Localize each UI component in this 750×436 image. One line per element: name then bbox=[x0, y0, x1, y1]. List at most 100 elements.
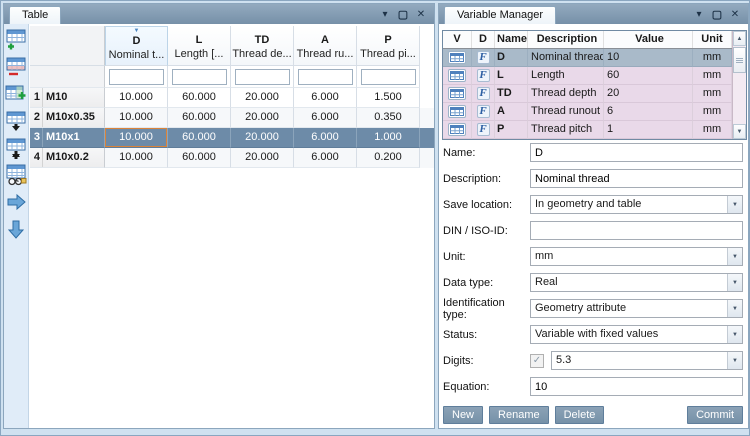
scroll-up-icon[interactable]: ▲ bbox=[733, 31, 746, 46]
cell-td[interactable]: 20.000 bbox=[231, 88, 294, 108]
variable-manager-tab[interactable]: Variable Manager bbox=[444, 6, 557, 24]
chevron-down-icon[interactable]: ▼ bbox=[727, 352, 742, 369]
table-move-row-down-icon[interactable] bbox=[5, 136, 28, 159]
table-move-row-up-icon[interactable] bbox=[5, 109, 28, 132]
variable-row-selected[interactable]: F D Nominal thread 10 mm bbox=[443, 49, 746, 67]
scrollbar[interactable]: ▲ ▼ bbox=[732, 31, 746, 139]
in-table-icon[interactable] bbox=[448, 87, 466, 100]
chevron-down-icon[interactable]: ▼ bbox=[727, 300, 742, 317]
variable-row[interactable]: F P Thread pitch 1 mm bbox=[443, 121, 746, 139]
chevron-down-icon[interactable]: ▼ bbox=[727, 248, 742, 265]
in-table-icon[interactable] bbox=[448, 105, 466, 118]
scrollbar-thumb[interactable] bbox=[733, 47, 746, 73]
variable-name[interactable]: A bbox=[495, 103, 528, 121]
variable-unit[interactable]: mm bbox=[693, 85, 732, 103]
name-input[interactable] bbox=[531, 145, 742, 160]
rename-button[interactable]: Rename bbox=[489, 406, 549, 424]
formula-icon[interactable]: F bbox=[476, 69, 490, 82]
variable-value[interactable]: 1 bbox=[604, 121, 693, 139]
new-button[interactable]: New bbox=[443, 406, 484, 424]
cell-a[interactable]: 6.000 bbox=[294, 108, 357, 128]
filter-input-l[interactable] bbox=[171, 68, 227, 85]
in-table-icon[interactable] bbox=[448, 51, 466, 64]
commit-button[interactable]: Commit bbox=[687, 406, 743, 424]
formula-icon[interactable]: F bbox=[476, 105, 490, 118]
header-d[interactable]: D bbox=[472, 31, 495, 48]
variable-description[interactable]: Length bbox=[528, 67, 604, 85]
cell-d-focused[interactable]: 10.000 bbox=[105, 128, 168, 148]
chevron-down-icon[interactable]: ▼ bbox=[727, 274, 742, 291]
panel-menu-icon[interactable]: ▾ bbox=[696, 8, 702, 20]
cell-p[interactable]: 0.350 bbox=[357, 108, 420, 128]
variable-description[interactable]: Thread depth bbox=[528, 85, 604, 103]
cell-d[interactable]: 10.000 bbox=[105, 108, 168, 128]
variable-description[interactable]: Thread pitch bbox=[528, 121, 604, 139]
cell-p[interactable]: 1.500 bbox=[357, 88, 420, 108]
chevron-down-icon[interactable]: ▼ bbox=[727, 326, 742, 343]
variable-row[interactable]: F A Thread runout 6 mm bbox=[443, 103, 746, 121]
cell-a[interactable]: 6.000 bbox=[294, 148, 357, 168]
panel-menu-icon[interactable]: ▾ bbox=[382, 8, 388, 20]
table-delete-row-icon[interactable] bbox=[5, 55, 28, 78]
cell-p[interactable]: 0.200 bbox=[357, 148, 420, 168]
row-header[interactable]: 3 M10x1 bbox=[30, 128, 105, 148]
identification-type-select[interactable]: Geometry attribute ▼ bbox=[530, 299, 743, 318]
cell-l[interactable]: 60.000 bbox=[168, 128, 231, 148]
unit-select[interactable]: mm ▼ bbox=[530, 247, 743, 266]
header-v[interactable]: V bbox=[443, 31, 472, 48]
maximize-icon[interactable]: ▢ bbox=[711, 8, 723, 21]
in-table-icon[interactable] bbox=[448, 69, 466, 82]
header-value[interactable]: Value bbox=[604, 31, 693, 48]
row-header[interactable]: 4 M10x0.2 bbox=[30, 148, 105, 168]
variable-value[interactable]: 6 bbox=[604, 103, 693, 121]
close-icon[interactable]: ✕ bbox=[730, 8, 740, 20]
formula-icon[interactable]: F bbox=[476, 123, 490, 136]
variable-unit[interactable]: mm bbox=[693, 49, 732, 67]
description-input[interactable] bbox=[531, 171, 742, 186]
filter-input-d[interactable] bbox=[108, 68, 164, 85]
variable-value[interactable]: 20 bbox=[604, 85, 693, 103]
variable-unit[interactable]: mm bbox=[693, 121, 732, 139]
variable-value[interactable]: 10 bbox=[604, 49, 693, 67]
formula-icon[interactable]: F bbox=[476, 51, 490, 64]
table-row-selected[interactable]: 3 M10x1 10.000 60.000 20.000 6.000 1.000 bbox=[30, 128, 434, 148]
column-header-p[interactable]: P Thread pi... bbox=[357, 26, 420, 66]
table-panel-tab[interactable]: Table bbox=[9, 6, 62, 24]
variable-description[interactable]: Thread runout bbox=[528, 103, 604, 121]
column-header-l[interactable]: L Length [... bbox=[168, 26, 231, 66]
header-name[interactable]: Name bbox=[495, 31, 528, 48]
cell-td[interactable]: 20.000 bbox=[231, 148, 294, 168]
variable-name[interactable]: P bbox=[495, 121, 528, 139]
row-header[interactable]: 2 M10x0.35 bbox=[30, 108, 105, 128]
cell-l[interactable]: 60.000 bbox=[168, 108, 231, 128]
variable-name[interactable]: L bbox=[495, 67, 528, 85]
column-header-d[interactable]: ▼ D Nominal t... bbox=[105, 26, 168, 66]
cell-l[interactable]: 60.000 bbox=[168, 88, 231, 108]
table-view-permissions-icon[interactable] bbox=[5, 163, 28, 186]
variable-name[interactable]: D bbox=[495, 49, 528, 67]
variable-value[interactable]: 60 bbox=[604, 67, 693, 85]
variable-description[interactable]: Nominal thread bbox=[528, 49, 604, 67]
variable-row[interactable]: F TD Thread depth 20 mm bbox=[443, 85, 746, 103]
variable-name[interactable]: TD bbox=[495, 85, 528, 103]
cell-d[interactable]: 10.000 bbox=[105, 148, 168, 168]
table-panel-titlebar[interactable]: Table ▾ ▢ ✕ bbox=[4, 4, 434, 24]
header-unit[interactable]: Unit bbox=[693, 31, 732, 48]
din-iso-id-input[interactable] bbox=[531, 223, 742, 238]
table-row[interactable]: 4 M10x0.2 10.000 60.000 20.000 6.000 0.2… bbox=[30, 148, 434, 168]
filter-input-p[interactable] bbox=[360, 68, 416, 85]
close-icon[interactable]: ✕ bbox=[416, 8, 426, 20]
variable-unit[interactable]: mm bbox=[693, 103, 732, 121]
digits-select[interactable]: 5.3 ▼ bbox=[551, 351, 743, 370]
scroll-down-icon[interactable]: ▼ bbox=[733, 124, 746, 139]
chevron-down-icon[interactable]: ▼ bbox=[727, 196, 742, 213]
variable-row[interactable]: F L Length 60 mm bbox=[443, 67, 746, 85]
delete-button[interactable]: Delete bbox=[554, 406, 605, 424]
table-corner-cell[interactable] bbox=[30, 26, 105, 66]
table-row[interactable]: 2 M10x0.35 10.000 60.000 20.000 6.000 0.… bbox=[30, 108, 434, 128]
column-header-td[interactable]: TD Thread de... bbox=[231, 26, 294, 66]
cell-a[interactable]: 6.000 bbox=[294, 88, 357, 108]
filter-input-td[interactable] bbox=[234, 68, 290, 85]
cell-l[interactable]: 60.000 bbox=[168, 148, 231, 168]
table-row[interactable]: 1 M10 10.000 60.000 20.000 6.000 1.500 bbox=[30, 88, 434, 108]
